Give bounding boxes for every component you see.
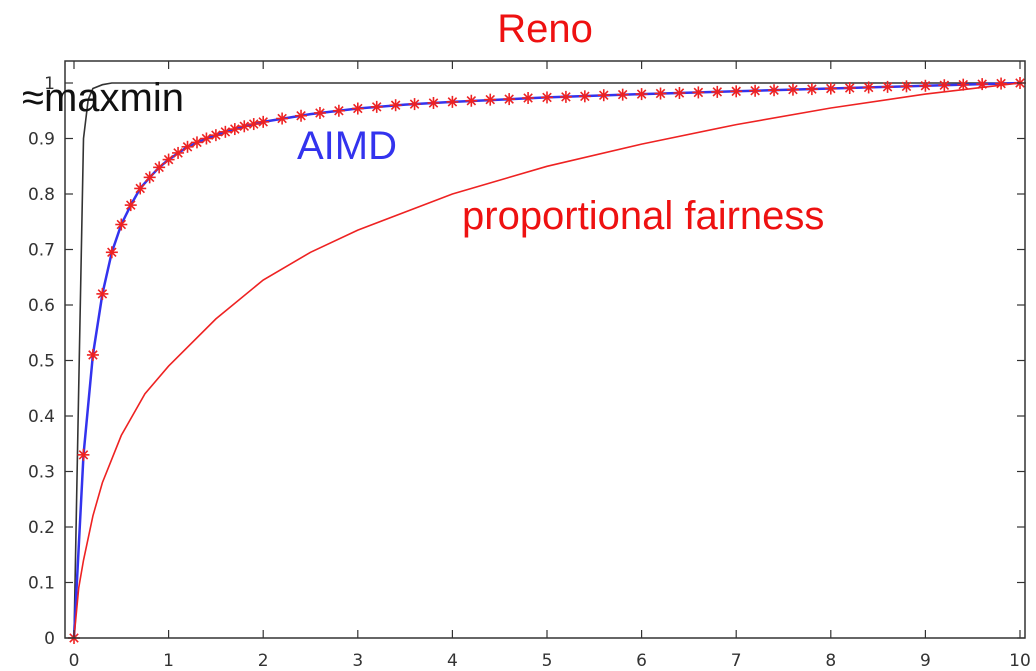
x-tick-label: 2 xyxy=(258,651,269,671)
data-point-reno xyxy=(276,112,289,125)
annotation-aimd: AIMD xyxy=(297,124,397,168)
data-point-reno xyxy=(635,88,648,101)
y-tick-label: 0.6 xyxy=(28,296,55,316)
series-line-maxmin xyxy=(73,82,1020,639)
y-tick-label: 0.8 xyxy=(28,185,55,205)
x-tick-label: 4 xyxy=(447,651,458,671)
data-point-reno xyxy=(522,91,535,104)
y-tick-labels: 0 0.1 0.2 0.3 0.4 0.5 0.6 0.7 0.8 0.9 1 xyxy=(28,74,55,649)
data-point-reno xyxy=(370,100,383,113)
x-tick-label: 5 xyxy=(542,651,553,671)
data-point-reno xyxy=(153,161,166,174)
data-point-reno xyxy=(96,287,109,300)
data-point-reno xyxy=(219,125,232,138)
data-point-reno xyxy=(578,90,591,103)
y-tick-label: 0.9 xyxy=(28,130,55,150)
data-point-reno xyxy=(115,218,128,231)
data-point-reno xyxy=(957,78,970,91)
data-point-reno xyxy=(484,93,497,106)
y-tick-label: 0.7 xyxy=(28,241,55,261)
x-tick-label: 10 xyxy=(1009,651,1031,671)
y-tick-label: 0.4 xyxy=(28,407,55,427)
data-point-reno xyxy=(190,136,203,149)
data-point-reno xyxy=(427,96,440,109)
data-point-reno xyxy=(843,81,856,94)
data-point-reno xyxy=(768,84,781,97)
data-point-reno xyxy=(77,448,90,461)
data-point-reno xyxy=(313,106,326,119)
data-point-reno xyxy=(124,199,137,212)
plot-frame xyxy=(64,60,1026,639)
series-line-proportional xyxy=(73,82,1021,639)
data-point-reno xyxy=(824,82,837,95)
data-point-reno xyxy=(105,246,118,259)
data-point-reno xyxy=(332,104,345,117)
data-point-reno xyxy=(295,109,308,122)
data-point-reno xyxy=(749,84,762,97)
data-point-reno xyxy=(351,102,364,115)
plot-background xyxy=(65,61,1025,638)
data-point-reno xyxy=(995,77,1008,90)
data-point-reno xyxy=(673,86,686,99)
data-point-reno xyxy=(181,140,194,153)
data-point-reno xyxy=(172,146,185,159)
data-point-reno xyxy=(162,153,175,166)
data-point-reno xyxy=(711,85,724,98)
data-point-reno xyxy=(86,348,99,361)
x-tick-label: 3 xyxy=(352,651,363,671)
x-tick-label: 8 xyxy=(825,651,836,671)
data-point-reno xyxy=(730,85,743,98)
data-point-reno xyxy=(692,86,705,99)
data-point-reno xyxy=(209,129,222,142)
data-point-reno xyxy=(257,115,270,128)
x-tick-label: 7 xyxy=(731,651,742,671)
x-tick-labels: 0 1 2 3 4 5 6 7 8 9 10 xyxy=(69,651,1031,671)
y-tick-label: 0.1 xyxy=(28,574,55,594)
y-tick-label: 1 xyxy=(44,74,55,94)
data-point-reno xyxy=(134,182,147,195)
annotation-maxmin: ≈maxmin xyxy=(22,76,184,120)
data-point-reno xyxy=(900,80,913,93)
annotation-reno: Reno xyxy=(497,7,593,51)
data-point-reno xyxy=(597,89,610,102)
axis-ticks xyxy=(65,61,1025,639)
y-tick-label: 0.5 xyxy=(28,352,55,372)
data-point-reno xyxy=(465,94,478,107)
annotation-proportional-fairness: proportional fairness xyxy=(462,194,824,238)
data-point-reno xyxy=(616,88,629,101)
data-point-reno xyxy=(408,98,421,111)
x-tick-label: 0 xyxy=(69,651,80,671)
data-point-reno xyxy=(228,123,241,136)
data-point-reno xyxy=(503,93,516,106)
data-point-reno xyxy=(919,79,932,92)
data-point-reno xyxy=(200,132,213,145)
y-tick-label: 0.3 xyxy=(28,463,55,483)
data-point-reno xyxy=(238,120,251,133)
y-tick-label: 0.2 xyxy=(28,518,55,538)
data-point-reno xyxy=(654,87,667,100)
data-point-reno xyxy=(881,80,894,93)
data-point-reno xyxy=(786,83,799,96)
x-tick-label: 6 xyxy=(636,651,647,671)
y-tick-label: 0 xyxy=(44,629,55,649)
x-tick-label: 1 xyxy=(163,651,174,671)
data-point-reno xyxy=(862,81,875,94)
data-point-reno xyxy=(938,79,951,92)
data-point-reno xyxy=(541,91,553,104)
data-point-reno xyxy=(446,95,459,108)
data-point-reno xyxy=(559,90,572,103)
x-tick-label: 9 xyxy=(920,651,931,671)
data-point-reno xyxy=(805,83,818,96)
data-point-reno xyxy=(247,118,260,131)
data-point-reno xyxy=(143,171,156,184)
series-layer xyxy=(68,77,1026,644)
data-point-reno xyxy=(389,99,402,112)
